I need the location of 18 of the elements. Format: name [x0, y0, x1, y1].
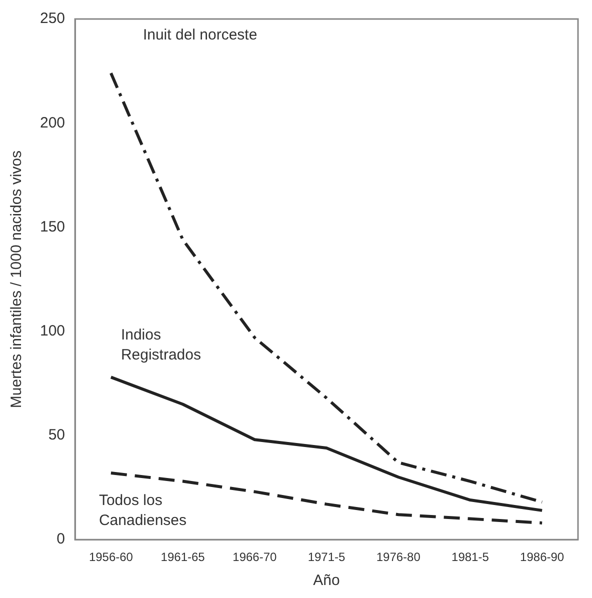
y-tick-label: 200 [40, 114, 66, 132]
x-tick-label: 1986-90 [520, 550, 564, 564]
y-tick-label: 150 [40, 218, 66, 236]
x-tick-label: 1981-5 [452, 550, 490, 564]
text: Inuit del norceste [142, 26, 258, 44]
y-tick-label: 0 [56, 530, 66, 548]
series-label: Todos los Canadienses [98, 492, 187, 530]
y-axis-title: Muertes infantiles / 1000 nacidos vivos [8, 150, 26, 408]
x-axis-title: Año [313, 572, 340, 590]
series-label: Indios Registrados [120, 326, 201, 364]
x-tick-label: 1971-5 [308, 550, 346, 564]
x-tick-label: 1961-65 [160, 550, 206, 564]
x-tick-label: 1966-70 [232, 550, 277, 564]
y-tick-label: 250 [40, 10, 66, 28]
x-tick-label: 1976-80 [376, 550, 421, 564]
x-tick-label: 1956-60 [88, 550, 134, 564]
y-tick-label: 100 [40, 322, 66, 340]
y-tick-label: 50 [48, 426, 66, 444]
